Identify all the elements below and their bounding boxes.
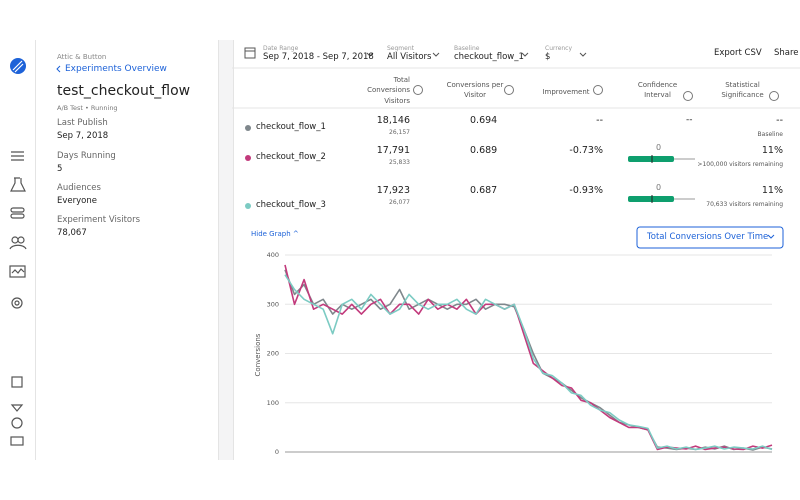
column-header: Conversions per Visitor [446, 81, 504, 99]
field-value: 78,067 [57, 228, 87, 238]
y-tick-label: 100 [267, 399, 279, 407]
help-icon [504, 85, 514, 95]
help-icon [683, 91, 693, 101]
chart-selector[interactable] [636, 226, 784, 249]
field-label: Audiences [57, 183, 101, 193]
significance: 11% [761, 145, 783, 156]
visitors: 25,833 [389, 159, 410, 166]
filter-label[interactable]: Baseline [454, 45, 480, 52]
y-tick-label: 300 [267, 300, 279, 308]
experiment-title: test_checkout_flow [57, 83, 191, 99]
y-tick-label: 0 [275, 448, 279, 456]
conversions: 18,146 [376, 115, 410, 126]
field-value: 5 [57, 164, 63, 174]
field-value: Sep 7, 2018 [57, 131, 109, 141]
selector-chevron [767, 234, 775, 239]
interval-bar [628, 196, 674, 202]
help-icon [413, 85, 423, 95]
field-label: Last Publish [57, 118, 108, 128]
series-line [284, 274, 773, 451]
column-header: Total Conversions [367, 76, 410, 94]
y-tick-label: 400 [267, 251, 279, 259]
back-chevron [56, 65, 61, 73]
visitors: 26,077 [389, 199, 410, 206]
series-line [284, 264, 773, 451]
filter-label[interactable]: Currency [545, 45, 573, 52]
variation-dot [245, 125, 251, 131]
y-axis-label: Conversions [254, 333, 262, 376]
filter-value[interactable]: checkout_flow_1 [454, 52, 524, 62]
field-label: Days Running [57, 151, 116, 161]
experiment-meta: A/B Test • Running [57, 104, 118, 112]
filter-value[interactable]: Sep 7, 2018 - Sep 7, 2018 [263, 52, 374, 62]
sidebar-icons[interactable] [9, 58, 27, 446]
column-header: Statistical Significance [721, 81, 764, 99]
interval-bar [628, 156, 674, 162]
per-visitor: 0.687 [470, 185, 498, 196]
column-header: Confidence Interval [637, 81, 678, 99]
interval-zero-label: 0 [656, 183, 662, 192]
variation-dot [245, 155, 251, 161]
export-button[interactable]: Export CSV [714, 48, 762, 58]
toolbar-icons [232, 47, 800, 69]
significance-note: Baseline [757, 131, 783, 138]
improvement: -- [596, 115, 603, 126]
filter-label[interactable]: Segment [387, 45, 414, 52]
significance-note: 70,633 visitors remaining [706, 201, 783, 208]
filter-value[interactable]: $ [545, 52, 551, 62]
filter-label[interactable]: Date Range [263, 45, 299, 52]
field-value: Everyone [57, 196, 97, 206]
per-visitor: 0.694 [470, 115, 498, 126]
conversions: 17,791 [376, 145, 410, 156]
filter-value[interactable]: All Visitors [387, 52, 432, 62]
per-visitor: 0.689 [470, 145, 498, 156]
significance: 11% [761, 185, 783, 196]
hide-graph-toggle[interactable]: Hide Graph ^ [251, 230, 299, 238]
significance: -- [776, 115, 783, 126]
help-icon [769, 91, 779, 101]
help-icon [593, 85, 603, 95]
breadcrumb: Attic & Button [57, 53, 107, 61]
sidebar [0, 40, 36, 460]
share-button[interactable]: Share [774, 48, 799, 58]
variation-name: checkout_flow_1 [256, 122, 326, 132]
series-line [284, 269, 773, 451]
significance-note: >100,000 visitors remaining [697, 161, 783, 168]
variation-dot [245, 203, 251, 209]
improvement: -0.73% [569, 145, 603, 156]
confidence-interval: -- [686, 115, 693, 125]
column-header: Improvement [542, 88, 590, 96]
chart-selector-label[interactable]: Total Conversions Over Time [647, 232, 769, 242]
field-label: Experiment Visitors [57, 215, 141, 225]
improvement: -0.93% [569, 185, 603, 196]
panel-divider [218, 40, 234, 460]
variation-name: checkout_flow_3 [256, 200, 326, 210]
column-subheader: Visitors [384, 97, 410, 105]
conversions: 17,923 [376, 185, 410, 196]
variation-name: checkout_flow_2 [256, 152, 326, 162]
back-link[interactable]: Experiments Overview [65, 64, 167, 74]
interval-zero-label: 0 [656, 143, 662, 152]
visitors: 26,157 [389, 129, 410, 136]
y-tick-label: 200 [267, 350, 279, 358]
